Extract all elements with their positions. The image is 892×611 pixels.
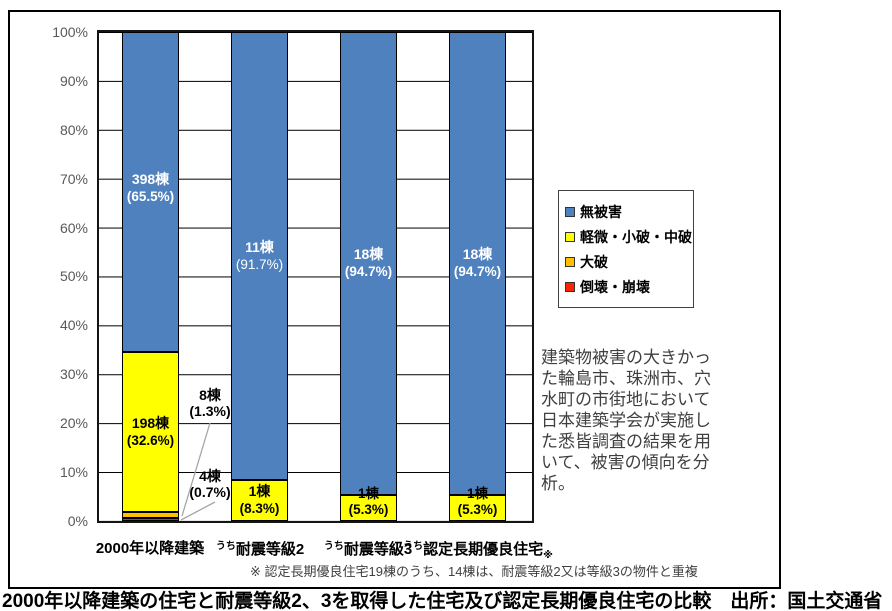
bar-seismic-grade-2: 11棟 (91.7%) 1棟 (8.3%) (231, 32, 288, 521)
caption: 2000年以降建築の住宅と耐震等級2、3を取得した住宅及び認定長期優良住宅の比較… (2, 591, 883, 611)
legend-swatch-collapse (565, 281, 575, 292)
legend-item-no-damage: 無被害 (565, 199, 687, 224)
x-label-2000-and-later: 2000年以降建築 (95, 540, 205, 557)
segment-no-damage (122, 32, 179, 353)
x-label-seismic-grade-2: うち耐震等級2 (215, 541, 305, 558)
legend-item-severe-damage: 大破 (565, 249, 687, 274)
segment-collapse (122, 518, 179, 521)
y-tick-40: 40% (59, 317, 88, 333)
chart-frame: 100% 90% 80% 70% 60% 50% 40% 30% 20% 10%… (8, 10, 781, 589)
label-bar3-minor-damage: 1棟 (5.3%) (348, 486, 389, 517)
label-bar2-no-damage: 11棟 (91.7%) (235, 239, 284, 272)
callout-severe-damage: 8棟 (1.3%) (189, 387, 231, 419)
x-label-seismic-grade-3: うち耐震等級3 (323, 541, 413, 558)
segment-no-damage (449, 32, 506, 496)
segment-minor-damage (340, 495, 397, 521)
legend-swatch-no-damage (565, 206, 575, 217)
y-tick-60: 60% (59, 220, 88, 236)
y-tick-10: 10% (59, 464, 88, 480)
label-bar1-no-damage: 398棟 (65.5%) (126, 171, 175, 204)
annotation-text: 建築物被害の大きかった輪島市、珠洲市、穴水町の市街地において日本建築学会が実施し… (541, 348, 711, 493)
plot-area: 398棟 (65.5%) 198棟 (32.6%) 11棟 (91.7%) 1棟 (97, 30, 534, 523)
segment-no-damage (340, 32, 397, 496)
segment-minor-damage (122, 352, 179, 512)
y-tick-30: 30% (59, 366, 88, 382)
label-bar2-minor-damage: 1棟 (8.3%) (239, 483, 280, 516)
legend-item-collapse: 倒壊・崩壊 (565, 274, 687, 299)
footnote: ※ 認定長期優良住宅19棟のうち、14棟は、耐震等級2又は等級3の物件と重複 (250, 564, 698, 579)
legend-item-minor-damage: 軽微・小破・中破 (565, 224, 692, 249)
label-bar4-no-damage: 18棟 (94.7%) (453, 246, 502, 279)
y-tick-50: 50% (59, 268, 88, 284)
y-tick-80: 80% (59, 122, 88, 138)
segment-minor-damage (449, 495, 506, 521)
legend-swatch-minor-damage (565, 231, 575, 242)
y-tick-0: 0% (67, 513, 88, 529)
label-bar4-minor-damage: 1棟 (5.3%) (457, 486, 498, 517)
y-tick-20: 20% (59, 415, 88, 431)
segment-no-damage (231, 32, 288, 481)
segment-severe-damage (122, 511, 179, 519)
x-label-certified-long-life-housing: うち認定長期優良住宅※ (403, 541, 553, 561)
legend: 無被害 軽微・小破・中破 大破 倒壊・崩壊 (558, 190, 694, 308)
label-bar1-minor-damage: 198棟 (32.6%) (126, 415, 175, 448)
bar-seismic-grade-3: 18棟 (94.7%) 1棟 (5.3%) (340, 32, 397, 521)
label-bar3-no-damage: 18棟 (94.7%) (344, 246, 393, 279)
y-tick-100: 100% (52, 24, 88, 40)
segment-minor-damage (231, 480, 288, 521)
bar-certified-long-life-housing: 18棟 (94.7%) 1棟 (5.3%) (449, 32, 506, 521)
callout-collapse: 4棟 (0.7%) (189, 468, 231, 500)
bar-2000-and-later: 398棟 (65.5%) 198棟 (32.6%) (122, 32, 179, 521)
y-tick-90: 90% (59, 73, 88, 89)
legend-swatch-severe-damage (565, 256, 575, 267)
y-tick-70: 70% (59, 171, 88, 187)
